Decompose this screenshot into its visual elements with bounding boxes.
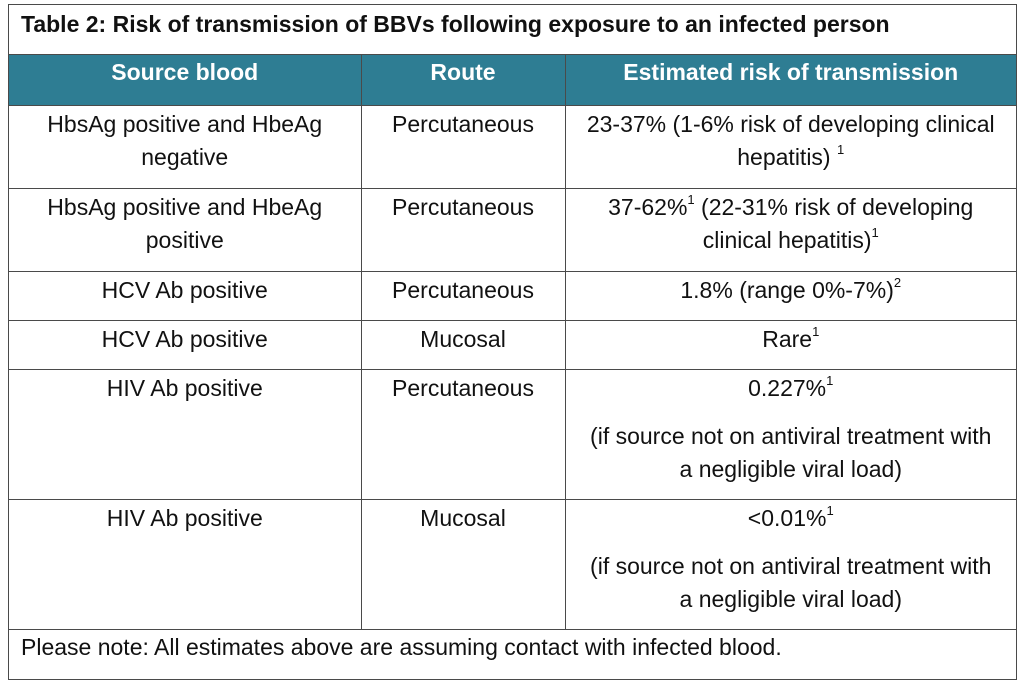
header-route: Route — [361, 55, 566, 106]
header-row: Source blood Route Estimated risk of tra… — [9, 55, 1016, 106]
table-title: Table 2: Risk of transmission of BBVs fo… — [9, 5, 1016, 55]
risk-note: (if source not on antiviral treatment wi… — [590, 552, 992, 612]
header-source-blood: Source blood — [9, 55, 362, 106]
table-row: HCV Ab positive Mucosal Rare1 — [9, 320, 1016, 370]
risk-table: Source blood Route Estimated risk of tra… — [9, 55, 1016, 630]
header-estimated-risk: Estimated risk of transmission — [565, 55, 1016, 106]
risk-table-frame: Table 2: Risk of transmission of BBVs fo… — [8, 4, 1017, 680]
cell-route: Mucosal — [361, 499, 566, 630]
cell-source: HIV Ab positive — [9, 499, 362, 630]
cell-risk: 1.8% (range 0%-7%)2 — [565, 271, 1016, 321]
table-row: HIV Ab positive Percutaneous 0.227%1 (if … — [9, 369, 1016, 500]
cell-source: HCV Ab positive — [9, 271, 362, 321]
risk-value: 1.8% (range 0%-7%) — [680, 276, 894, 303]
cell-risk: <0.01%1 (if source not on antiviral treat… — [565, 499, 1016, 630]
cell-source: HbsAg positive and HbeAg negative — [9, 105, 362, 189]
table-row: HbsAg positive and HbeAg positive Percut… — [9, 188, 1016, 272]
footnote-ref: 1 — [871, 224, 879, 240]
cell-source: HIV Ab positive — [9, 369, 362, 500]
risk-value-prefix: 37-62% — [608, 193, 688, 220]
cell-route: Percutaneous — [361, 369, 566, 500]
footnote-ref: 1 — [812, 323, 820, 339]
table-header: Source blood Route Estimated risk of tra… — [9, 55, 1016, 106]
footnote-ref: 1 — [836, 141, 845, 157]
table-row: HbsAg positive and HbeAg negative Percut… — [9, 105, 1016, 189]
risk-value: 0.227% — [748, 374, 827, 401]
footnote-ref: 1 — [826, 372, 834, 388]
cell-source: HbsAg positive and HbeAg positive — [9, 188, 362, 272]
risk-note: (if source not on antiviral treatment wi… — [590, 422, 992, 482]
table-footnote: Please note: All estimates above are ass… — [21, 633, 782, 660]
cell-route: Percutaneous — [361, 188, 566, 272]
cell-risk: 23-37% (1-6% risk of developing clinical… — [565, 105, 1016, 189]
footnote-ref: 2 — [893, 274, 902, 290]
cell-risk: 37-62%1 (22-31% risk of developing clini… — [565, 188, 1016, 272]
cell-source: HCV Ab positive — [9, 320, 362, 370]
cell-risk: 0.227%1 (if source not on antiviral treat… — [565, 369, 1016, 500]
table-body: HbsAg positive and HbeAg negative Percut… — [9, 105, 1016, 630]
footnote-ref: 1 — [826, 502, 834, 518]
cell-route: Mucosal — [361, 320, 566, 370]
footnote-ref: 1 — [687, 191, 695, 207]
cell-risk: Rare1 — [565, 320, 1016, 370]
risk-value: (22-31% risk of developing clinical hepa… — [694, 193, 974, 253]
table-row: HCV Ab positive Percutaneous 1.8% (range… — [9, 271, 1016, 321]
risk-value: <0.01% — [747, 504, 827, 531]
risk-value: 23-37% (1-6% risk of developing clinical… — [586, 110, 995, 170]
cell-route: Percutaneous — [361, 105, 566, 189]
risk-value: Rare — [762, 325, 813, 352]
table-row: HIV Ab positive Mucosal <0.01%1 (if sourc… — [9, 499, 1016, 630]
cell-route: Percutaneous — [361, 271, 566, 321]
